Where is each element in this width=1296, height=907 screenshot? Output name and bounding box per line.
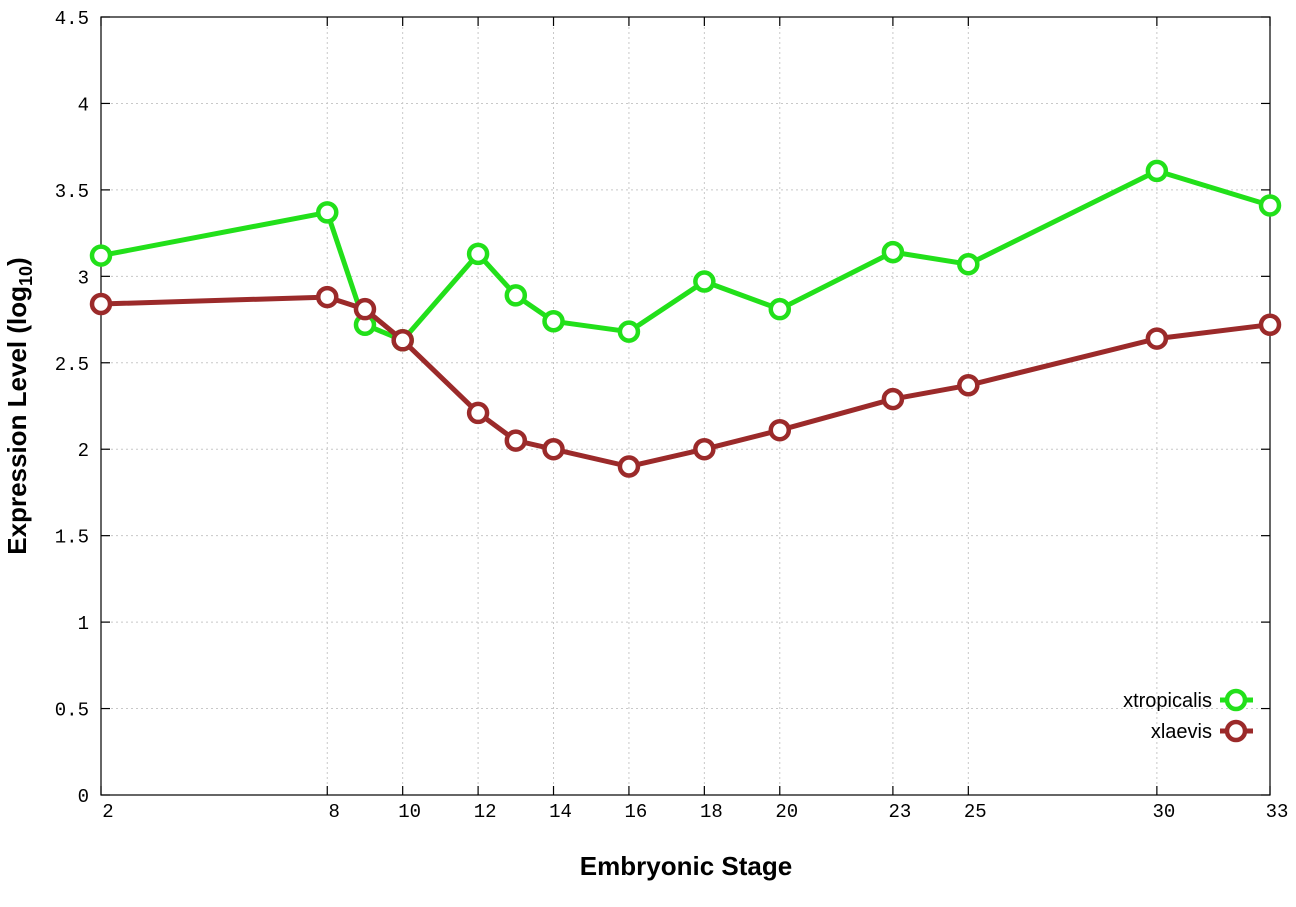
x-tick-label: 25	[964, 801, 987, 823]
y-tick-label: 2.5	[55, 354, 89, 376]
x-tick-label: 2	[102, 801, 113, 823]
data-point	[617, 320, 641, 343]
y-tick-label: 1.5	[55, 527, 89, 549]
x-tick-label: 20	[775, 801, 798, 823]
series-xlaevis	[89, 285, 1282, 478]
data-point	[316, 201, 339, 224]
x-tick-label: 30	[1152, 801, 1175, 823]
data-point	[542, 310, 565, 333]
data-point	[768, 418, 792, 442]
y-tick-label: 3.5	[55, 181, 89, 203]
legend-label: xlaevis	[1151, 721, 1212, 743]
plot-frame	[100, 16, 1271, 796]
series-line	[100, 294, 1271, 469]
y-tick-label: 3	[78, 267, 89, 289]
series-line	[100, 168, 1271, 343]
y-tick-label: 1	[78, 613, 89, 635]
data-point	[466, 401, 490, 425]
data-point	[391, 329, 414, 352]
legend-marker	[1224, 688, 1248, 712]
legend-entry: xtropicalis	[1123, 688, 1253, 712]
data-point	[89, 244, 113, 267]
data-point	[957, 252, 980, 276]
data-point	[89, 292, 113, 316]
data-point	[466, 242, 490, 266]
y-tick-label: 0	[78, 786, 89, 808]
series-xtropicalis	[89, 159, 1282, 352]
data-point	[957, 374, 980, 397]
data-point	[881, 387, 905, 411]
data-point	[353, 297, 377, 321]
series-lines	[89, 159, 1282, 478]
legend: xtropicalis xlaevis	[1123, 688, 1253, 743]
data-point	[504, 284, 528, 307]
data-point	[693, 270, 716, 293]
data-point	[881, 240, 905, 264]
x-tick-label: 14	[549, 801, 572, 823]
x-tick-label: 12	[474, 801, 497, 823]
data-point	[316, 285, 339, 309]
y-tick-label: 4.5	[55, 8, 89, 30]
legend-marker	[1224, 719, 1248, 743]
data-point	[1145, 159, 1169, 183]
data-point	[1145, 327, 1169, 350]
x-tick-label: 8	[329, 801, 340, 823]
x-tick-label: 16	[625, 801, 648, 823]
x-tick-label: 18	[700, 801, 723, 823]
y-axis-title: Expression Level (log10)	[2, 257, 36, 554]
y-tick-label: 0.5	[55, 700, 89, 722]
legend-label: xtropicalis	[1123, 690, 1212, 712]
grid-lines	[101, 17, 1270, 795]
data-point	[542, 437, 565, 461]
legend-entry: xlaevis	[1151, 719, 1253, 743]
x-tick-label: 10	[398, 801, 421, 823]
axis-ticks: 0 0.5 1 1.5 2 2.5 3 3.5 4 4.5 2 8 10 12 14 16 18 20 23 25 30…	[55, 8, 1289, 823]
x-tick-label: 33	[1266, 801, 1289, 823]
data-point	[617, 455, 641, 478]
y-tick-label: 4	[78, 94, 89, 116]
data-point	[1258, 313, 1282, 336]
data-point	[504, 429, 528, 452]
x-axis-title: Embryonic Stage	[580, 851, 792, 881]
data-point	[1258, 194, 1282, 217]
y-axis-title-main: Expression Level (log	[2, 286, 32, 555]
x-tick-label: 23	[888, 801, 911, 823]
y-axis-title-end: )	[2, 257, 32, 266]
y-axis-title-subscript: 10	[16, 266, 36, 286]
y-tick-label: 2	[78, 440, 89, 462]
data-point	[693, 437, 716, 461]
data-point	[768, 297, 792, 321]
